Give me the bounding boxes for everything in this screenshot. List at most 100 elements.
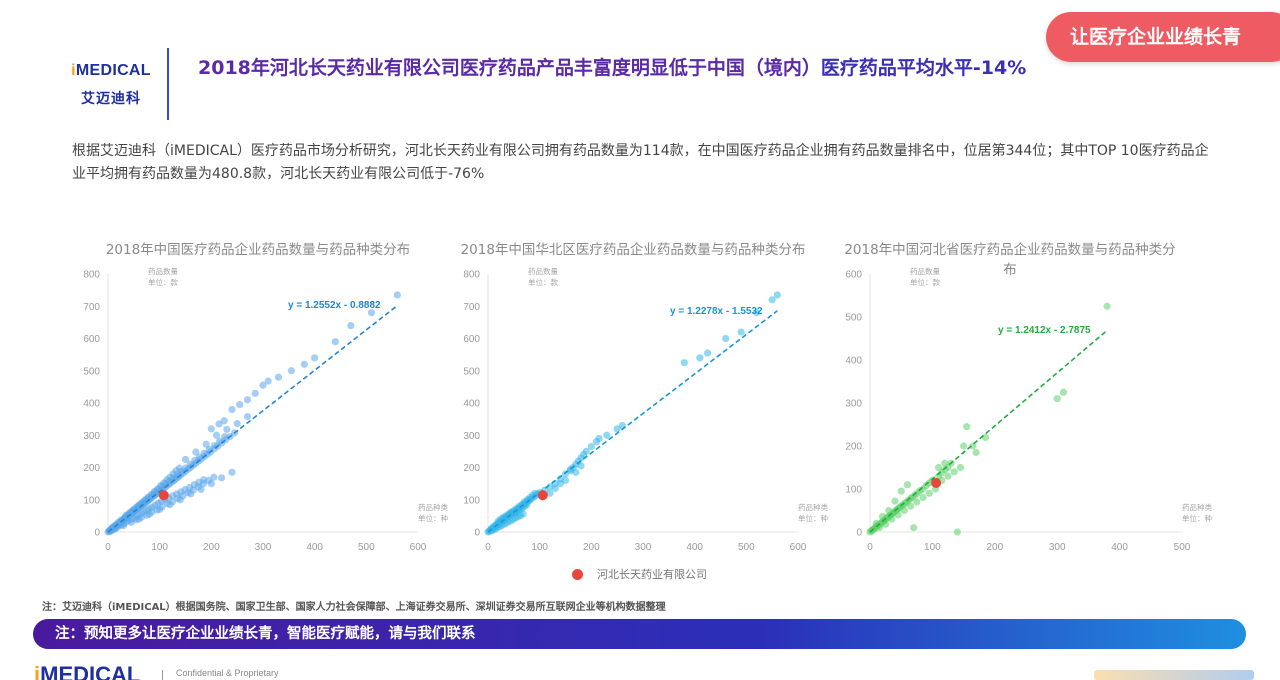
y-tick-label: 100 bbox=[463, 495, 480, 506]
y-tick-label: 800 bbox=[463, 270, 480, 281]
logo-wordmark: iMEDICAL bbox=[71, 62, 151, 79]
y-axis-label: 单位：款 bbox=[910, 277, 940, 287]
chart-plot: 0 100 200 300 400 500 600 700 800 0 100 200 300 400 50… bbox=[463, 266, 828, 553]
scatter-point bbox=[274, 373, 283, 381]
chart-title: 2018年中国华北区医疗药品企业药品数量与药品种类分布 bbox=[460, 242, 806, 258]
logo-chinese: 艾迈迪科 bbox=[81, 91, 141, 107]
x-tick-label: 100 bbox=[924, 542, 941, 553]
scatter-chart-china: 2018年中国医疗药品企业药品数量与药品种类分布 0 100 200 300 400 500… bbox=[78, 230, 448, 560]
scatter-point bbox=[264, 377, 272, 385]
scatter-point bbox=[944, 472, 952, 480]
x-tick-label: 200 bbox=[583, 542, 600, 553]
trendline-equation: y = 1.2552x - 0.8882 bbox=[288, 300, 381, 311]
y-tick-label: 200 bbox=[83, 463, 100, 474]
scatter-point bbox=[953, 528, 961, 536]
x-tick-label: 600 bbox=[410, 542, 427, 553]
scatter-point bbox=[218, 474, 226, 482]
scatter-point bbox=[212, 431, 221, 439]
scatter-point bbox=[1103, 302, 1111, 310]
scatter-point bbox=[259, 381, 267, 389]
scatter-point bbox=[179, 492, 187, 500]
chart-plot: 0 100 200 300 400 500 600 700 800 0 100 200 300 400 50… bbox=[83, 266, 448, 553]
scatter-point bbox=[367, 309, 376, 317]
scatter-point bbox=[221, 432, 229, 441]
header-divider bbox=[167, 48, 169, 120]
scatter-point bbox=[696, 354, 704, 362]
x-tick-label: 200 bbox=[203, 542, 220, 553]
scatter-point bbox=[897, 487, 905, 495]
x-tick-label: 100 bbox=[531, 542, 548, 553]
scatter-point bbox=[531, 489, 539, 497]
logo: iMEDICAL 艾迈迪科 bbox=[66, 62, 156, 108]
y-tick-label: 0 bbox=[474, 528, 480, 539]
scatter-point bbox=[546, 489, 554, 497]
scatter-point bbox=[935, 463, 943, 472]
trendline bbox=[869, 329, 1108, 533]
scatter-point bbox=[347, 322, 355, 330]
scatter-point bbox=[189, 486, 197, 494]
footer-confidential: Confidential & Proprietary bbox=[176, 668, 279, 678]
scatter-point bbox=[223, 425, 231, 434]
contact-banner[interactable]: 注：预知更多让医疗企业业绩长青，智能医疗赋能，请与我们联系 bbox=[33, 619, 1246, 649]
x-tick-label: 400 bbox=[306, 542, 323, 553]
scatter-point bbox=[768, 296, 776, 304]
scatter-point bbox=[1059, 388, 1068, 396]
highlight-point bbox=[158, 490, 169, 501]
scatter-point bbox=[175, 464, 183, 472]
x-axis-label: 药品种类 bbox=[798, 502, 828, 512]
scatter-point bbox=[556, 480, 564, 488]
scatter-point bbox=[205, 476, 213, 484]
scatter-point bbox=[613, 425, 621, 433]
scatter-point bbox=[919, 494, 927, 502]
scatter-point bbox=[194, 483, 203, 491]
slogan-badge: 让医疗企业业绩长青 bbox=[1046, 12, 1280, 62]
footer-logo: iMEDICAL bbox=[34, 664, 141, 680]
y-tick-label: 300 bbox=[845, 399, 862, 410]
y-tick-label: 200 bbox=[845, 442, 862, 453]
footer: iMEDICAL Confidential & Proprietary bbox=[34, 664, 1274, 680]
trendline bbox=[107, 304, 398, 533]
x-tick-label: 100 bbox=[151, 542, 168, 553]
y-tick-label: 600 bbox=[845, 270, 862, 281]
scatter-point bbox=[300, 360, 308, 368]
scatter-point bbox=[393, 291, 401, 299]
scatter-point bbox=[913, 498, 921, 506]
description-text: 根据艾迈迪科（iMEDICAL）医疗药品市场分析研究，河北长天药业有限公司拥有药… bbox=[72, 143, 1209, 182]
y-tick-label: 500 bbox=[463, 366, 480, 377]
y-axis-label: 药品数量 bbox=[910, 266, 940, 276]
y-tick-label: 600 bbox=[83, 334, 100, 345]
x-tick-label: 0 bbox=[105, 542, 111, 553]
scatter-point bbox=[960, 442, 968, 450]
scatter-point bbox=[119, 521, 128, 530]
scatter-point bbox=[603, 431, 611, 439]
scatter-point bbox=[888, 515, 896, 523]
scatter-point bbox=[561, 476, 570, 484]
scatter-point bbox=[181, 455, 190, 464]
y-tick-label: 500 bbox=[83, 366, 100, 377]
page-title-main: 2018年河北长天药业有限公司医疗药品产品丰富度明显低于中国（境内） bbox=[198, 57, 821, 79]
highlight-point bbox=[931, 477, 942, 488]
scatter-point bbox=[753, 309, 761, 317]
scatter-point bbox=[168, 498, 177, 506]
scatter-point bbox=[243, 396, 252, 404]
scatter-point bbox=[215, 420, 223, 428]
y-tick-label: 300 bbox=[463, 431, 480, 442]
scatter-point bbox=[703, 349, 712, 357]
scatter-point bbox=[228, 405, 236, 414]
scatter-point bbox=[885, 506, 893, 515]
scatter-point bbox=[207, 425, 215, 433]
scatter-point bbox=[903, 481, 912, 489]
x-tick-label: 400 bbox=[1111, 542, 1128, 553]
scatter-point bbox=[192, 448, 200, 456]
x-axis-label: 单位：种 bbox=[418, 513, 448, 523]
y-axis-label: 单位：款 bbox=[528, 277, 558, 287]
scatter-point bbox=[287, 367, 296, 375]
x-tick-label: 300 bbox=[1049, 542, 1066, 553]
y-tick-label: 500 bbox=[845, 313, 862, 324]
scatter-point bbox=[210, 473, 218, 481]
scatter-point bbox=[950, 468, 958, 476]
scatter-point bbox=[251, 389, 259, 397]
scatter-point bbox=[972, 448, 980, 457]
y-tick-label: 400 bbox=[845, 356, 862, 367]
legend-highlight-dot bbox=[572, 568, 583, 580]
